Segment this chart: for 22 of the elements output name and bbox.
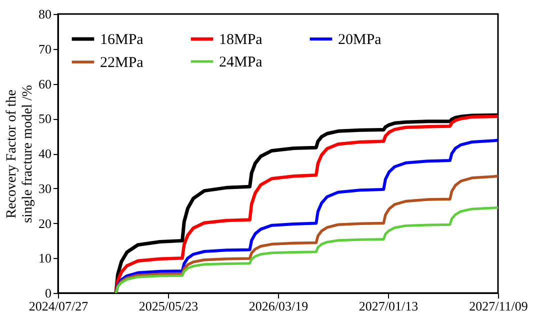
y-tick-label: 80 xyxy=(38,6,52,22)
y-tick-label: 10 xyxy=(38,250,52,266)
legend-label: 24MPa xyxy=(219,54,263,70)
legend-label: 16MPa xyxy=(100,32,144,48)
line-series xyxy=(114,206,498,293)
x-tick-label: 2025/05/23 xyxy=(138,298,198,314)
legend-label: 18MPa xyxy=(219,32,263,48)
line-series xyxy=(114,174,498,293)
y-tick-label: 20 xyxy=(38,216,52,231)
legend-label: 20MPa xyxy=(338,32,382,48)
y-tick-label: 60 xyxy=(38,76,52,92)
y-tick-label: 50 xyxy=(38,111,52,126)
x-tick-label: 2026/03/19 xyxy=(248,298,308,314)
y-tick-label: 40 xyxy=(38,146,52,161)
x-tick-label: 2024/07/27 xyxy=(28,298,89,314)
y-axis-title: Recovery Factor of the single fracture model /% xyxy=(4,84,36,224)
legend-label: 22MPa xyxy=(100,55,144,71)
y-tick-label: 70 xyxy=(38,41,52,56)
y-tick-label: 30 xyxy=(38,180,52,196)
x-tick-label: 2027/11/09 xyxy=(469,298,528,314)
y-tick-label: 0 xyxy=(45,286,52,300)
x-tick-label: 2027/01/13 xyxy=(358,298,418,314)
